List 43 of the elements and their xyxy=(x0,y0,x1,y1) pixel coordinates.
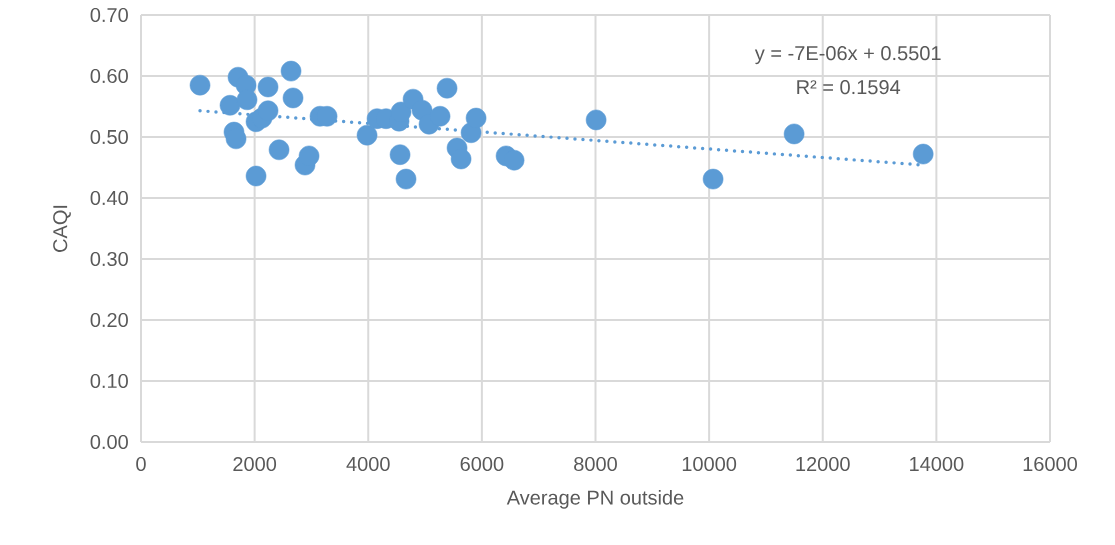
y-axis-title: CAQI xyxy=(53,205,71,252)
point xyxy=(257,76,279,98)
x-tick-label: 8000 xyxy=(574,456,617,472)
point xyxy=(436,77,458,99)
point xyxy=(298,145,320,167)
point xyxy=(783,123,805,145)
x-tick-label: 16000 xyxy=(1023,456,1077,472)
point xyxy=(395,168,417,190)
y-tick-label: 0.10 xyxy=(90,373,128,389)
x-tick-label: 14000 xyxy=(910,456,964,472)
point xyxy=(219,95,241,116)
annotation: R² = 0.1594 xyxy=(797,80,901,95)
point xyxy=(450,148,472,170)
x-axis-title: Average PN outside xyxy=(506,490,684,509)
point xyxy=(503,149,525,171)
point xyxy=(268,139,290,161)
y-tick-label: 0.20 xyxy=(90,312,128,328)
x-tick-label: 0 xyxy=(136,456,146,472)
y-tick-label: 0.00 xyxy=(90,434,128,450)
point xyxy=(912,143,934,165)
x-tick-label: 6000 xyxy=(460,456,504,472)
point xyxy=(356,124,378,146)
point xyxy=(280,60,302,82)
y-tick-label: 0.40 xyxy=(90,190,128,206)
point xyxy=(585,109,607,131)
y-tick-label: 0.70 xyxy=(90,7,128,23)
point xyxy=(245,165,267,187)
point xyxy=(389,144,411,165)
x-tick-label: 2000 xyxy=(233,456,277,472)
point xyxy=(236,89,258,111)
y-tick-label: 0.50 xyxy=(90,129,128,145)
point xyxy=(282,87,304,109)
x-tick-label: 12000 xyxy=(796,456,850,472)
point xyxy=(257,100,279,122)
y-tick-label: 0.30 xyxy=(90,251,128,267)
point xyxy=(189,74,211,96)
point xyxy=(465,107,487,129)
point xyxy=(702,168,724,190)
x-tick-label: 10000 xyxy=(682,456,737,472)
x-tick-label: 4000 xyxy=(346,456,390,472)
y-tick-label: 0.60 xyxy=(90,68,128,84)
annotation: y = -7E-06x + 0.5501 xyxy=(754,46,941,65)
point xyxy=(429,105,451,127)
